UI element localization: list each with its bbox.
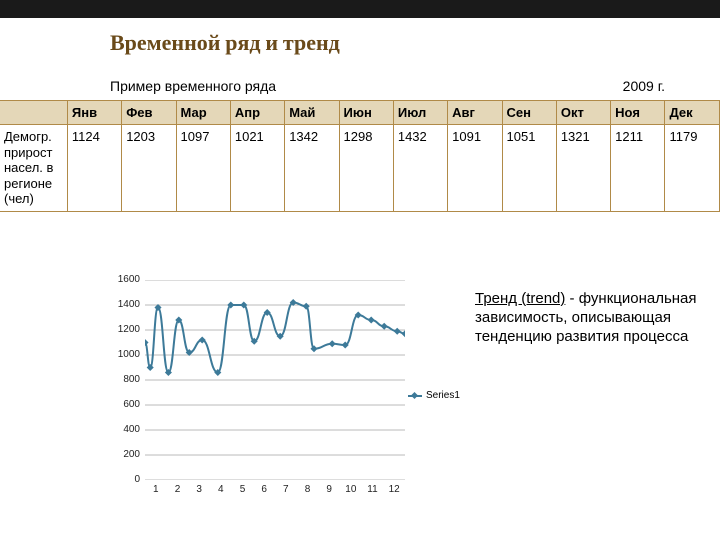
cell: 1124 <box>67 125 121 212</box>
cell: 1211 <box>611 125 665 212</box>
col-header: Июл <box>393 101 447 125</box>
ytick-label: 200 <box>110 449 140 460</box>
cell: 1342 <box>285 125 339 212</box>
legend-swatch-icon <box>408 395 422 397</box>
cell: 1097 <box>176 125 230 212</box>
cell: 1203 <box>122 125 176 212</box>
xtick-label: 10 <box>341 484 361 495</box>
xtick-label: 7 <box>276 484 296 495</box>
ytick-label: 800 <box>110 374 140 385</box>
trend-definition: Тренд (trend) - функциональная зависимос… <box>475 290 700 346</box>
table-header-row: Янв Фев Мар Апр Май Июн Июл Авг Сен Окт … <box>0 101 720 125</box>
xtick-label: 11 <box>363 484 383 495</box>
top-bar <box>0 0 720 18</box>
row-label: Демогр. прирост насел. в регионе (чел) <box>0 125 67 212</box>
table-row: Демогр. прирост насел. в регионе (чел) 1… <box>0 125 720 212</box>
ytick-label: 1200 <box>110 324 140 335</box>
xtick-label: 1 <box>146 484 166 495</box>
col-header: Мар <box>176 101 230 125</box>
col-header: Авг <box>448 101 502 125</box>
data-table: Янв Фев Мар Апр Май Июн Июл Авг Сен Окт … <box>0 100 720 212</box>
col-header: Ноя <box>611 101 665 125</box>
col-header: Сен <box>502 101 556 125</box>
ytick-label: 600 <box>110 399 140 410</box>
xtick-label: 5 <box>233 484 253 495</box>
col-header: Май <box>285 101 339 125</box>
col-header: Янв <box>67 101 121 125</box>
cell: 1298 <box>339 125 393 212</box>
cell: 1432 <box>393 125 447 212</box>
plot-region <box>145 280 405 480</box>
ytick-label: 0 <box>110 474 140 485</box>
cell: 1179 <box>665 125 720 212</box>
chart-legend: Series1 <box>408 390 460 401</box>
subtitle: Пример временного ряда <box>110 78 276 94</box>
cell: 1091 <box>448 125 502 212</box>
col-header: Июн <box>339 101 393 125</box>
xtick-label: 4 <box>211 484 231 495</box>
header-blank <box>0 101 67 125</box>
xtick-label: 12 <box>384 484 404 495</box>
xtick-label: 6 <box>254 484 274 495</box>
trend-term: Тренд (trend) <box>475 290 565 307</box>
col-header: Окт <box>556 101 610 125</box>
ytick-label: 1400 <box>110 299 140 310</box>
cell: 1051 <box>502 125 556 212</box>
xtick-label: 2 <box>168 484 188 495</box>
col-header: Апр <box>230 101 284 125</box>
col-header: Дек <box>665 101 720 125</box>
cell: 1321 <box>556 125 610 212</box>
xtick-label: 9 <box>319 484 339 495</box>
col-header: Фев <box>122 101 176 125</box>
legend-label: Series1 <box>426 390 460 401</box>
xtick-label: 8 <box>298 484 318 495</box>
line-chart: 02004006008001000120014001600 1234567891… <box>110 280 460 510</box>
chart-svg <box>145 280 405 480</box>
ytick-label: 1000 <box>110 349 140 360</box>
ytick-label: 1600 <box>110 274 140 285</box>
year-label: 2009 г. <box>623 78 665 94</box>
xtick-label: 3 <box>189 484 209 495</box>
cell: 1021 <box>230 125 284 212</box>
page-title: Временной ряд и тренд <box>110 30 340 56</box>
ytick-label: 400 <box>110 424 140 435</box>
trend-dash: - <box>565 290 578 307</box>
